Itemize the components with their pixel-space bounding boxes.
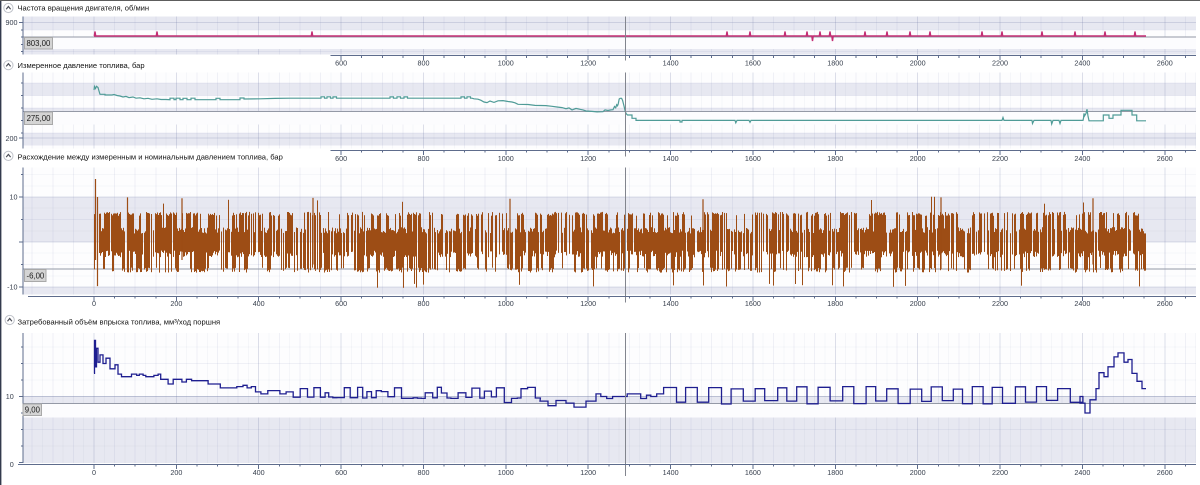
svg-text:Измеренное давление топлива, б: Измеренное давление топлива, бар bbox=[18, 61, 145, 70]
svg-text:Расхождение между измеренным и: Расхождение между измеренным и номинальн… bbox=[18, 153, 283, 162]
svg-text:1800: 1800 bbox=[827, 299, 843, 308]
svg-text:1400: 1400 bbox=[663, 59, 679, 68]
svg-text:900: 900 bbox=[6, 18, 18, 27]
svg-text:0: 0 bbox=[92, 468, 96, 477]
svg-text:-6,00: -6,00 bbox=[27, 271, 45, 280]
svg-text:Затребованный объём впрыска то: Затребованный объём впрыска топлива, мм³… bbox=[18, 317, 221, 326]
svg-text:2200: 2200 bbox=[992, 299, 1008, 308]
svg-text:800: 800 bbox=[418, 59, 430, 68]
svg-text:10: 10 bbox=[10, 193, 18, 202]
svg-text:1800: 1800 bbox=[827, 59, 843, 68]
svg-text:9,00: 9,00 bbox=[25, 406, 41, 415]
svg-text:2600: 2600 bbox=[1157, 468, 1173, 477]
svg-text:0: 0 bbox=[92, 299, 96, 308]
svg-text:2200: 2200 bbox=[992, 154, 1008, 163]
svg-text:400: 400 bbox=[253, 299, 265, 308]
svg-text:1200: 1200 bbox=[580, 299, 596, 308]
svg-text:1800: 1800 bbox=[827, 154, 843, 163]
svg-text:2200: 2200 bbox=[992, 468, 1008, 477]
svg-text:1600: 1600 bbox=[745, 299, 761, 308]
svg-text:1200: 1200 bbox=[580, 59, 596, 68]
svg-text:1000: 1000 bbox=[498, 299, 514, 308]
svg-text:1200: 1200 bbox=[580, 468, 596, 477]
svg-text:1400: 1400 bbox=[663, 299, 679, 308]
svg-text:1600: 1600 bbox=[745, 468, 761, 477]
svg-text:1000: 1000 bbox=[498, 59, 514, 68]
svg-text:200: 200 bbox=[170, 299, 182, 308]
svg-text:2600: 2600 bbox=[1157, 59, 1173, 68]
svg-text:600: 600 bbox=[335, 154, 347, 163]
svg-text:600: 600 bbox=[335, 59, 347, 68]
svg-text:2000: 2000 bbox=[910, 468, 926, 477]
svg-text:2000: 2000 bbox=[910, 154, 926, 163]
svg-text:2000: 2000 bbox=[910, 59, 926, 68]
svg-text:800: 800 bbox=[418, 154, 430, 163]
svg-text:600: 600 bbox=[335, 468, 347, 477]
svg-text:275,00: 275,00 bbox=[27, 114, 52, 123]
svg-text:2400: 2400 bbox=[1074, 154, 1090, 163]
svg-text:2200: 2200 bbox=[992, 59, 1008, 68]
svg-text:1600: 1600 bbox=[745, 154, 761, 163]
svg-text:2000: 2000 bbox=[910, 299, 926, 308]
svg-text:2400: 2400 bbox=[1074, 59, 1090, 68]
svg-text:600: 600 bbox=[335, 299, 347, 308]
svg-text:200: 200 bbox=[170, 468, 182, 477]
svg-text:1200: 1200 bbox=[580, 154, 596, 163]
svg-text:400: 400 bbox=[253, 468, 265, 477]
svg-text:1000: 1000 bbox=[498, 154, 514, 163]
svg-text:1400: 1400 bbox=[663, 468, 679, 477]
svg-text:2400: 2400 bbox=[1074, 468, 1090, 477]
svg-text:803,00: 803,00 bbox=[26, 39, 51, 48]
svg-text:200: 200 bbox=[6, 134, 18, 143]
svg-text:1000: 1000 bbox=[498, 468, 514, 477]
svg-text:1400: 1400 bbox=[663, 154, 679, 163]
svg-text:2600: 2600 bbox=[1157, 299, 1173, 308]
svg-text:10: 10 bbox=[6, 392, 14, 401]
svg-text:1800: 1800 bbox=[827, 468, 843, 477]
svg-text:2400: 2400 bbox=[1074, 299, 1090, 308]
svg-text:2600: 2600 bbox=[1157, 154, 1173, 163]
svg-text:1600: 1600 bbox=[745, 59, 761, 68]
svg-text:800: 800 bbox=[418, 299, 430, 308]
svg-text:-10: -10 bbox=[7, 283, 17, 292]
svg-text:0: 0 bbox=[10, 460, 14, 469]
svg-text:800: 800 bbox=[418, 468, 430, 477]
svg-text:Частота вращения двигателя, об: Частота вращения двигателя, об/мин bbox=[18, 3, 150, 12]
